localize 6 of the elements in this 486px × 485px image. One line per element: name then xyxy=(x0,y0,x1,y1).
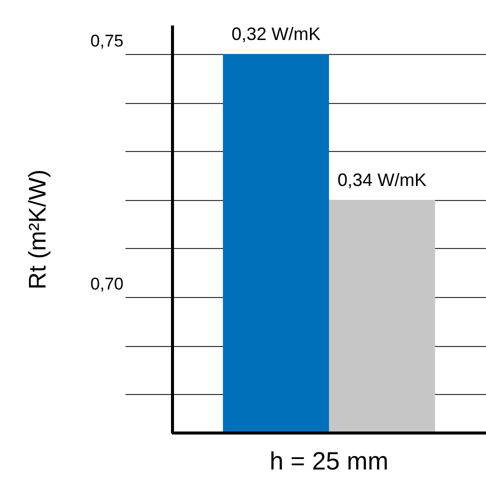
x-tick-label: h = 25 mm xyxy=(270,448,388,476)
y-axis-title: Rt (m²K/W) xyxy=(24,170,52,290)
y-tick-label: 0,70 xyxy=(90,274,124,294)
y-tick-label: 0,75 xyxy=(90,32,124,51)
series-label: 0,34 W/mK xyxy=(338,170,427,190)
series-label: 0,32 W/mK xyxy=(231,24,320,44)
